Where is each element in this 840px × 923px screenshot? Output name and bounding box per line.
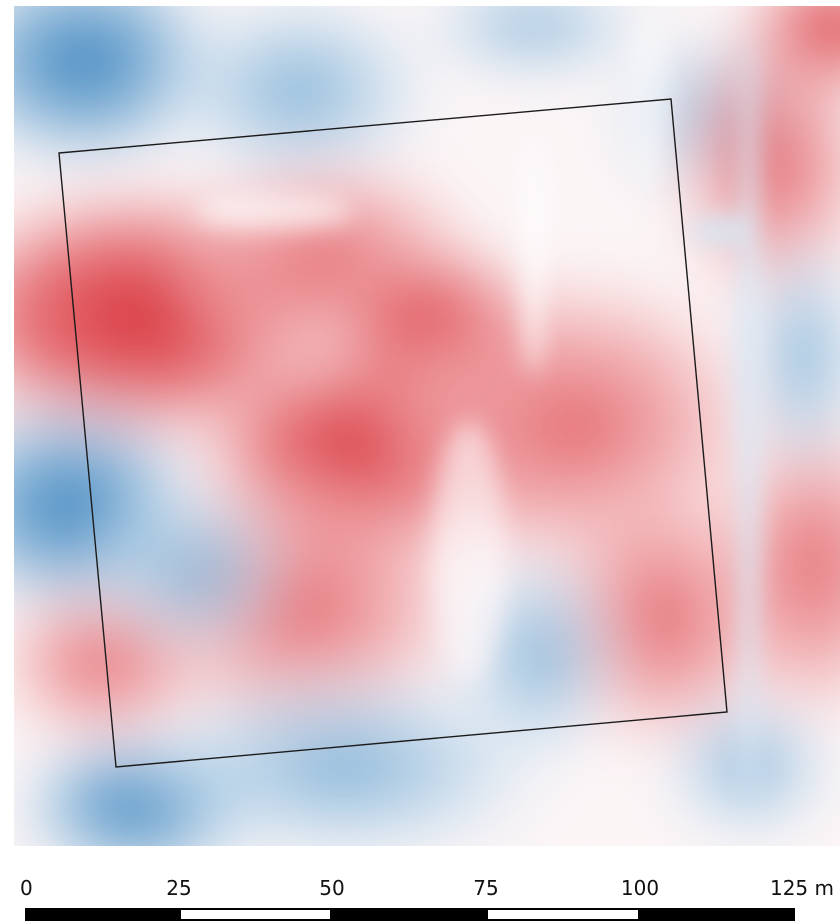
raster-detail bbox=[194, 16, 759, 816]
scale-label-25: 25 bbox=[166, 876, 192, 900]
elevation-raster bbox=[14, 6, 840, 846]
raster-map bbox=[14, 6, 840, 846]
scale-segment-4 bbox=[486, 908, 640, 921]
scale-bar: 0 25 50 75 100 125 m bbox=[0, 846, 840, 923]
survey-area-outline bbox=[58, 98, 728, 768]
raster-blobs bbox=[14, 6, 840, 846]
scale-segment-1 bbox=[25, 908, 179, 921]
scale-label-75: 75 bbox=[473, 876, 499, 900]
scale-segment-2 bbox=[179, 908, 332, 921]
scale-segment-5 bbox=[640, 908, 795, 921]
scale-label-50: 50 bbox=[319, 876, 345, 900]
scale-segment-3 bbox=[332, 908, 486, 921]
scale-label-125m: 125 m bbox=[769, 876, 834, 900]
scale-label-0: 0 bbox=[20, 876, 33, 900]
scale-label-100: 100 bbox=[620, 876, 660, 900]
